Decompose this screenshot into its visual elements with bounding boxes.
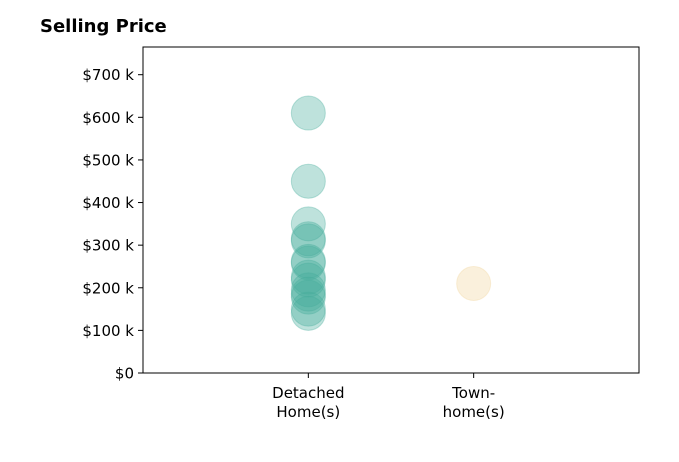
data-point [290, 243, 326, 279]
data-point [290, 206, 326, 242]
plot-frame [142, 46, 640, 374]
data-point [290, 272, 326, 308]
data-point [290, 223, 326, 259]
y-tick-label: $0 [115, 365, 134, 383]
x-tick-label: Home(s) [276, 403, 340, 421]
data-point [290, 163, 326, 199]
y-tick-label: $600 k [82, 109, 134, 127]
y-tick-label: $700 k [82, 66, 134, 84]
y-tick-label: $400 k [82, 194, 134, 212]
data-point [290, 259, 326, 295]
data-point [290, 95, 326, 131]
x-tick-label: home(s) [443, 403, 505, 421]
y-axis: $0 $100 k $200 k $300 k $400 k $500 k $600 k $7… [82, 66, 143, 383]
y-tick-label: $200 k [82, 279, 134, 297]
data-point [290, 279, 326, 315]
data-point [290, 262, 326, 298]
data-point [290, 276, 326, 312]
data-point [290, 245, 326, 281]
y-tick-label: $500 k [82, 151, 134, 169]
points-group [290, 95, 492, 331]
x-tick-label: Town- [451, 384, 495, 402]
data-point [290, 291, 326, 327]
data-point [290, 295, 326, 331]
chart-title: Selling Price [40, 16, 167, 37]
y-tick-label: $100 k [82, 322, 134, 340]
data-point [456, 266, 492, 302]
y-tick-label: $300 k [82, 237, 134, 255]
data-point [290, 221, 326, 257]
x-tick-label: Detached [272, 384, 344, 402]
